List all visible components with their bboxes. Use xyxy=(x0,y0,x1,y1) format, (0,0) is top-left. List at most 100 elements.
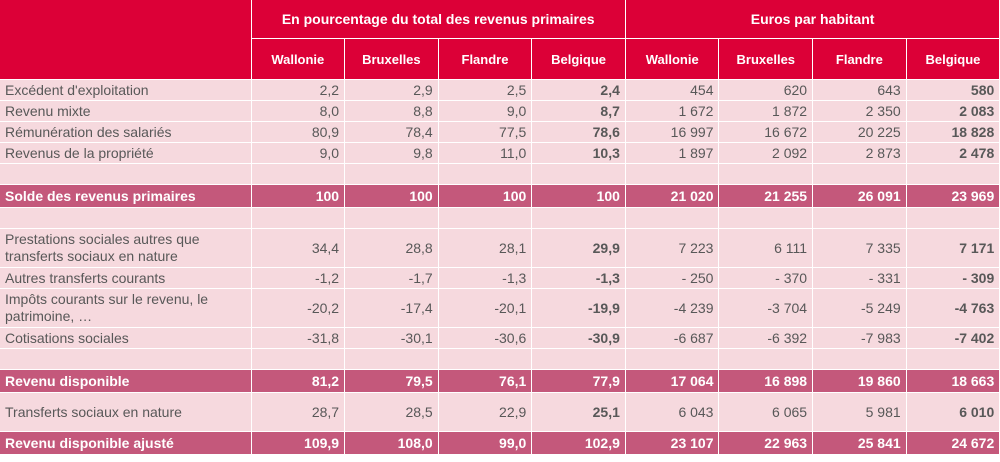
cell-value: -4 763 xyxy=(906,288,1000,328)
row-label: Revenu mixte xyxy=(0,100,252,122)
cell-value: 20 225 xyxy=(812,121,907,143)
row-label: Revenu disponible ajusté xyxy=(0,431,252,455)
cell-value: 7 223 xyxy=(625,228,720,268)
cell-value: 23 969 xyxy=(906,184,1000,208)
cell-value: 2 478 xyxy=(906,142,1000,164)
header-belgique-pct: Belgique xyxy=(531,38,626,80)
row-label: Excédent d'exploitation xyxy=(0,79,252,101)
cell-value: -1,7 xyxy=(344,267,439,289)
cell-value: 6 065 xyxy=(718,392,814,432)
cell-value: -30,9 xyxy=(531,327,626,349)
cell-value: 620 xyxy=(718,79,814,101)
cell-value: 76,1 xyxy=(438,369,533,393)
cell-value: 5 981 xyxy=(812,392,907,432)
total-row: Solde des revenus primaires 100 100 100 100 2… xyxy=(0,184,1000,208)
cell-value: 2,9 xyxy=(344,79,439,101)
cell-value: 18 663 xyxy=(906,369,1000,393)
row-label: Impôts courants sur le revenu, le patrim… xyxy=(0,288,252,328)
cell-value: 77,5 xyxy=(438,121,533,143)
row-label: Revenu disponible xyxy=(0,369,252,393)
cell-value: 7 171 xyxy=(906,228,1000,268)
cell-value: 26 091 xyxy=(812,184,907,208)
cell-value: 17 064 xyxy=(625,369,720,393)
header-group-euros: Euros par habitant xyxy=(625,0,1000,39)
cell-value: 643 xyxy=(812,79,907,101)
total-row: Revenu disponible 81,2 79,5 76,1 77,9 17 064 1… xyxy=(0,369,1000,393)
cell-value: -1,3 xyxy=(531,267,626,289)
header-wallonie-eur: Wallonie xyxy=(625,38,720,80)
cell-value: 28,5 xyxy=(344,392,439,432)
cell-value: 21 255 xyxy=(718,184,814,208)
cell-value: -30,1 xyxy=(344,327,439,349)
cell-value: 6 010 xyxy=(906,392,1000,432)
table-row: Prestations sociales autres que transfer… xyxy=(0,228,1000,268)
cell-value: 25 841 xyxy=(812,431,907,455)
table-row: Revenus de la propriété 9,0 9,8 11,0 10,3 1 8… xyxy=(0,142,1000,164)
cell-value: 100 xyxy=(251,184,346,208)
cell-value: -4 239 xyxy=(625,288,720,328)
table-row: Autres transferts courants -1,2 -1,7 -1,3 -1… xyxy=(0,267,1000,289)
cell-value: -17,4 xyxy=(344,288,439,328)
cell-value: 81,2 xyxy=(251,369,346,393)
cell-value: -5 249 xyxy=(812,288,907,328)
cell-value: 79,5 xyxy=(344,369,439,393)
cell-value: 2 083 xyxy=(906,100,1000,122)
cell-value: 100 xyxy=(344,184,439,208)
cell-value: -20,1 xyxy=(438,288,533,328)
row-label: Prestations sociales autres que transfer… xyxy=(0,228,252,268)
cell-value: 9,0 xyxy=(251,142,346,164)
cell-value: 8,0 xyxy=(251,100,346,122)
cell-value: 2 350 xyxy=(812,100,907,122)
cell-value: 6 111 xyxy=(718,228,814,268)
cell-value: 28,1 xyxy=(438,228,533,268)
row-label: Transferts sociaux en nature xyxy=(0,392,252,432)
cell-value: 9,8 xyxy=(344,142,439,164)
cell-value: 8,7 xyxy=(531,100,626,122)
row-label: Solde des revenus primaires xyxy=(0,184,252,208)
cell-value: 22,9 xyxy=(438,392,533,432)
table-row: Revenu mixte 8,0 8,8 9,0 8,7 1 672 1 872 2 350 2… xyxy=(0,100,1000,122)
cell-value: 24 672 xyxy=(906,431,1000,455)
header-bruxelles-eur: Bruxelles xyxy=(718,38,814,80)
cell-value: 19 860 xyxy=(812,369,907,393)
cell-value: 99,0 xyxy=(438,431,533,455)
cell-value: -7 402 xyxy=(906,327,1000,349)
cell-value: 28,8 xyxy=(344,228,439,268)
cell-value: - 370 xyxy=(718,267,814,289)
header-wallonie-pct: Wallonie xyxy=(251,38,346,80)
cell-value: 2,4 xyxy=(531,79,626,101)
cell-value: -1,3 xyxy=(438,267,533,289)
table-row: Impôts courants sur le revenu, le patrim… xyxy=(0,288,1000,328)
cell-value: 6 043 xyxy=(625,392,720,432)
cell-value: -6 392 xyxy=(718,327,814,349)
cell-value: 2 873 xyxy=(812,142,907,164)
cell-value: 11,0 xyxy=(438,142,533,164)
cell-value: -7 983 xyxy=(812,327,907,349)
cell-value: 102,9 xyxy=(531,431,626,455)
spacer-row xyxy=(0,348,1000,370)
cell-value: 2,2 xyxy=(251,79,346,101)
cell-value: 16 997 xyxy=(625,121,720,143)
spacer-row xyxy=(0,207,1000,229)
row-label: Autres transferts courants xyxy=(0,267,252,289)
cell-value: - 331 xyxy=(812,267,907,289)
cell-value: 21 020 xyxy=(625,184,720,208)
cell-value: -3 704 xyxy=(718,288,814,328)
cell-value: 580 xyxy=(906,79,1000,101)
cell-value: 29,9 xyxy=(531,228,626,268)
header-flandre-pct: Flandre xyxy=(438,38,533,80)
cell-value: 1 872 xyxy=(718,100,814,122)
cell-value: 1 672 xyxy=(625,100,720,122)
cell-value: 10,3 xyxy=(531,142,626,164)
cell-value: 7 335 xyxy=(812,228,907,268)
cell-value: 454 xyxy=(625,79,720,101)
cell-value: -1,2 xyxy=(251,267,346,289)
cell-value: 22 963 xyxy=(718,431,814,455)
cell-value: 109,9 xyxy=(251,431,346,455)
cell-value: 100 xyxy=(531,184,626,208)
total-row: Revenu disponible ajusté 109,9 108,0 99,0 10… xyxy=(0,431,1000,455)
table-row: Excédent d'exploitation 2,2 2,9 2,5 2,4 454 62… xyxy=(0,79,1000,101)
row-label: Rémunération des salariés xyxy=(0,121,252,143)
table-row: Cotisations sociales -31,8 -30,1 -30,6 -30,9… xyxy=(0,327,1000,349)
